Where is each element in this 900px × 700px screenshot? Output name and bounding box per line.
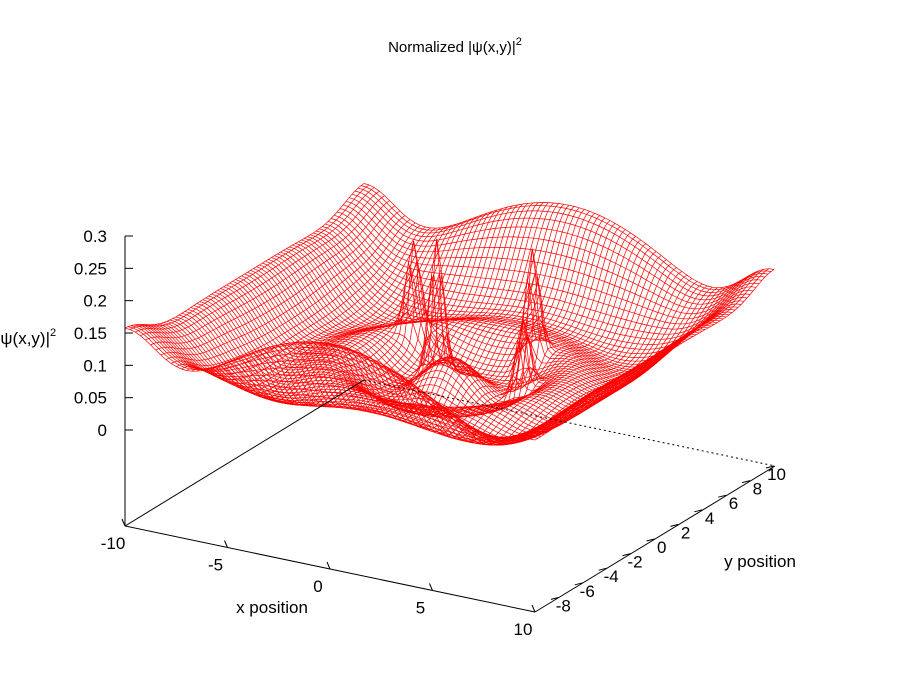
mesh-line-y [346,200,757,310]
y-tick [574,582,583,586]
mesh-line-y [325,223,736,345]
x-tick-label: -10 [101,534,126,553]
mesh-line-x [427,259,667,444]
back-left-edge [124,379,365,527]
surface-mesh [124,183,775,446]
x-tick-label: 5 [416,599,425,618]
y-axis-label: y position [724,552,796,571]
mesh-line-x [370,220,611,425]
z-tick-label: 0.1 [83,356,107,375]
z-tick-label: 0.05 [74,389,107,408]
mesh-line-y [363,183,775,289]
mesh-line-y [336,211,748,325]
y-tick-label: 8 [753,480,762,499]
mesh-line-y [310,234,721,365]
y-tick-label: 4 [705,509,714,528]
y-tick-label: 6 [729,494,738,513]
mesh-line-x [437,267,677,445]
mesh-line-y [322,226,733,350]
mesh-line-x [258,209,498,406]
mesh-line-x [135,187,375,333]
mesh-line-y [349,197,760,305]
mesh-line-x [529,268,770,440]
mesh-line-y [277,253,688,386]
mesh-line-x [473,286,713,441]
mesh-line-x [442,271,682,446]
y-tick [670,523,679,527]
y-tick [598,567,607,571]
y-tick-label: -2 [627,553,642,572]
mesh-line-x [534,269,775,441]
z-tick-label: 0.3 [83,227,107,246]
x-tick [121,518,126,527]
y-tick [622,553,631,557]
y-tick [694,509,703,513]
mesh-line-y [354,190,766,297]
x-tick [224,540,228,548]
mesh-line-y [333,214,745,330]
mesh-line-x [401,239,642,436]
mesh-line-x [416,251,657,441]
y-tick [765,465,775,469]
mesh-line-x [457,281,698,445]
mesh-line-x [524,268,765,439]
mesh-line-x [365,217,606,423]
mesh-line-y [342,204,754,315]
y-tick-label: -4 [604,567,619,586]
x-tick [326,561,331,570]
y-axis-line [534,465,776,613]
x-tick-label: 0 [313,577,322,596]
mesh-line-y [339,208,751,320]
mesh-line-x [422,255,662,443]
mesh-line-x [124,183,365,329]
mesh-line-y [360,185,772,291]
tick-labels: 0 0.05 0.1 0.15 0.2 0.25 0.3 -10 -5 0 5 10 -8 -6 -4 -2 0… [74,227,786,639]
y-tick-label: 10 [767,465,786,484]
mesh-line-y [280,240,691,384]
y-tick-label: 0 [657,538,666,557]
chart-title: Normalized |ψ(x,y)|2 [388,36,522,56]
mesh-line-y [307,236,718,368]
mesh-line-x [381,226,621,429]
mesh-line-y [283,250,694,383]
x-axis-label: x position [236,598,308,617]
mesh-line-y [304,238,715,370]
y-tick [646,538,655,542]
mesh-line-x [360,215,601,421]
z-tick-label: 0 [98,421,107,440]
z-axis-label: |ψ(x,y)|2 [0,327,56,348]
mesh-line-y [301,239,712,372]
axes [121,235,776,613]
y-tick [550,596,560,600]
y-tick-label: -6 [580,582,595,601]
mesh-line-x [447,274,688,446]
mesh-line-x [463,283,703,444]
z-tick-label: 0.15 [74,324,107,343]
z-tick-label: 0.2 [83,292,107,311]
x-tick [531,604,536,613]
x-tick-label: -5 [208,556,223,575]
y-tick [741,480,751,484]
mesh-line-y [271,257,682,389]
mesh-line-y [274,255,685,387]
mesh-line-x [468,285,708,443]
mesh-line-x [432,263,672,445]
mesh-line-x [350,210,590,418]
mesh-line-y [351,193,763,301]
mesh-line-y [357,187,769,293]
y-tick [718,494,727,498]
mesh-line-y [328,221,739,340]
mesh-line-x [376,223,616,427]
mesh-line-x [186,226,426,380]
mesh-line-y [331,218,742,335]
z-tick-label: 0.25 [74,259,107,278]
mesh-line-x [355,213,595,420]
y-tick-label: 2 [681,523,690,542]
x-tick-label: 10 [514,620,533,639]
x-tick [429,583,433,591]
y-tick-label: -8 [556,596,571,615]
mesh-line-x [452,278,693,446]
